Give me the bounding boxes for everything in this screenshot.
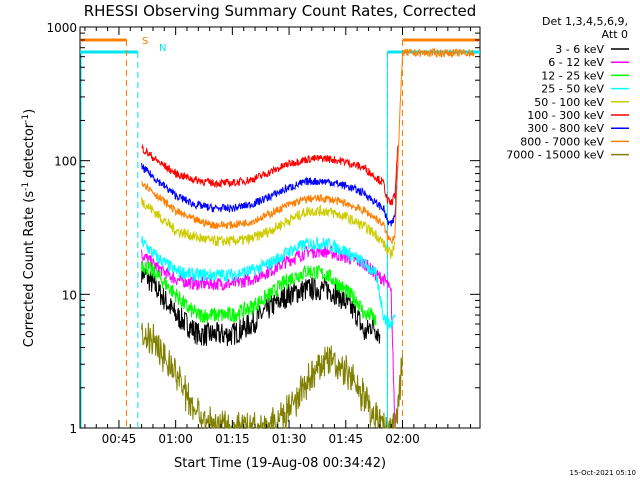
flag-lines (80, 38, 480, 428)
generation-timestamp: 15-Oct-2021 05:10 (570, 469, 636, 477)
legend-header-line2: Att 0 (602, 28, 628, 41)
series-line (141, 235, 396, 331)
x-tick-label: 02:00 (385, 432, 420, 446)
series-lines (141, 47, 475, 430)
plot-frame (79, 26, 481, 429)
plot-area: 00:45 01:00 01:15 01:30 01:45 02:00 1 10 100 1000 (46, 21, 481, 446)
legend-entry-label: 25 - 50 keV (541, 83, 604, 96)
series-line (141, 162, 399, 227)
series-line (141, 261, 381, 347)
series-line (141, 143, 399, 206)
saa-label: S (142, 36, 148, 47)
y-axis-label: Corrected Count Rate (s-1 detector-1) (21, 109, 37, 347)
legend-entry-label: 12 - 25 keV (541, 69, 604, 82)
night-label: N (159, 43, 166, 54)
legend-entry-label: 3 - 6 keV (555, 43, 604, 56)
x-tick-label: 01:00 (158, 432, 193, 446)
y-tick-label: 1000 (46, 21, 77, 35)
legend-entry-label: 50 - 100 keV (534, 96, 604, 109)
y-tick-label: 1 (69, 422, 77, 436)
series-line (141, 322, 403, 430)
legend-entry-label: 800 - 7000 keV (520, 135, 604, 148)
legend-entry-label: 100 - 300 keV (527, 109, 604, 122)
x-tick-label: 00:45 (102, 432, 137, 446)
legend-entry-label: 7000 - 15000 keV (506, 149, 604, 162)
series-line (141, 261, 377, 326)
y-tick-label: 10 (62, 288, 77, 302)
series-line (141, 47, 475, 245)
x-tick-label: 01:15 (215, 432, 250, 446)
x-tick-label: 01:30 (272, 432, 307, 446)
axis-ticks: 00:45 01:00 01:15 01:30 01:45 02:00 1 10 100 1000 (46, 21, 480, 446)
y-tick-label: 100 (54, 155, 77, 169)
legend-header-line1: Det 1,3,4,5,6,9, (542, 15, 628, 28)
x-tick-label: 01:45 (328, 432, 363, 446)
x-axis-label: Start Time (19-Aug-08 00:34:42) (174, 456, 386, 471)
chart-title: RHESSI Observing Summary Count Rates, Co… (84, 2, 477, 20)
series-line (141, 196, 396, 260)
legend-entry-label: 300 - 800 keV (527, 122, 604, 135)
legend-entry-label: 6 - 12 keV (548, 56, 604, 69)
